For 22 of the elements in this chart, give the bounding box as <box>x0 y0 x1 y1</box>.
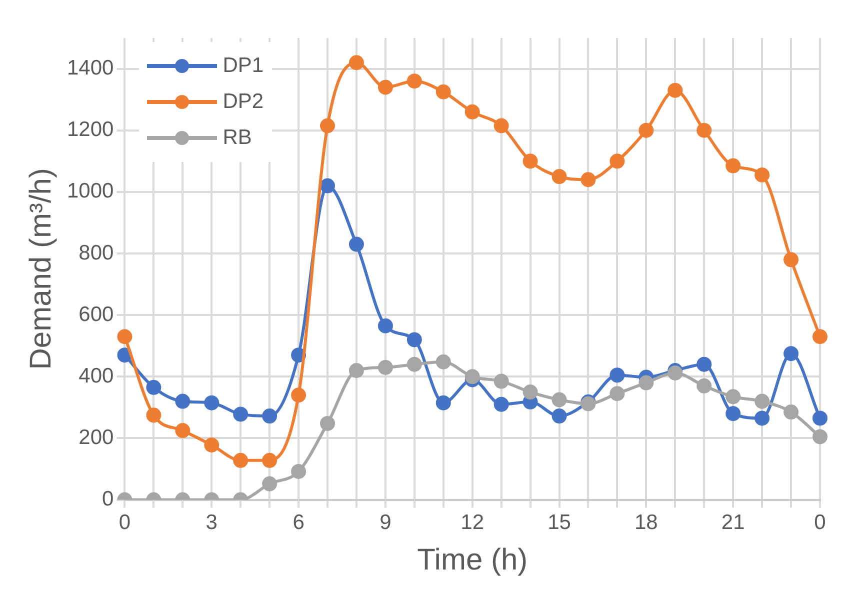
y-tick-label: 400 <box>78 364 114 388</box>
x-tick-label: 21 <box>721 511 745 534</box>
x-tick-label: 0 <box>814 511 826 534</box>
y-tick-label: 600 <box>78 302 114 326</box>
y-tick-label: 800 <box>78 241 114 264</box>
y-tick-label: 200 <box>78 426 114 450</box>
x-tick-label: 12 <box>460 511 484 534</box>
x-tick-label: 6 <box>292 511 304 534</box>
y-tick-label: 1000 <box>67 180 114 203</box>
x-axis-title: Time (h) <box>417 543 528 576</box>
x-tick-label: 3 <box>206 511 218 534</box>
legend-label: DP2 <box>222 90 264 114</box>
y-tick-label: 0 <box>102 488 114 511</box>
x-tick-label: 15 <box>548 511 571 534</box>
x-tick-label: 9 <box>380 511 392 534</box>
x-tick-label: 0 <box>118 511 131 534</box>
legend-label: RB <box>222 126 252 150</box>
y-axis-title: Demand (m³/h) <box>24 168 58 370</box>
x-tick-label: 18 <box>634 511 658 534</box>
y-tick-label: 1400 <box>67 56 114 80</box>
y-tick-label: 1200 <box>67 118 114 142</box>
legend-label: DP1 <box>222 54 264 78</box>
